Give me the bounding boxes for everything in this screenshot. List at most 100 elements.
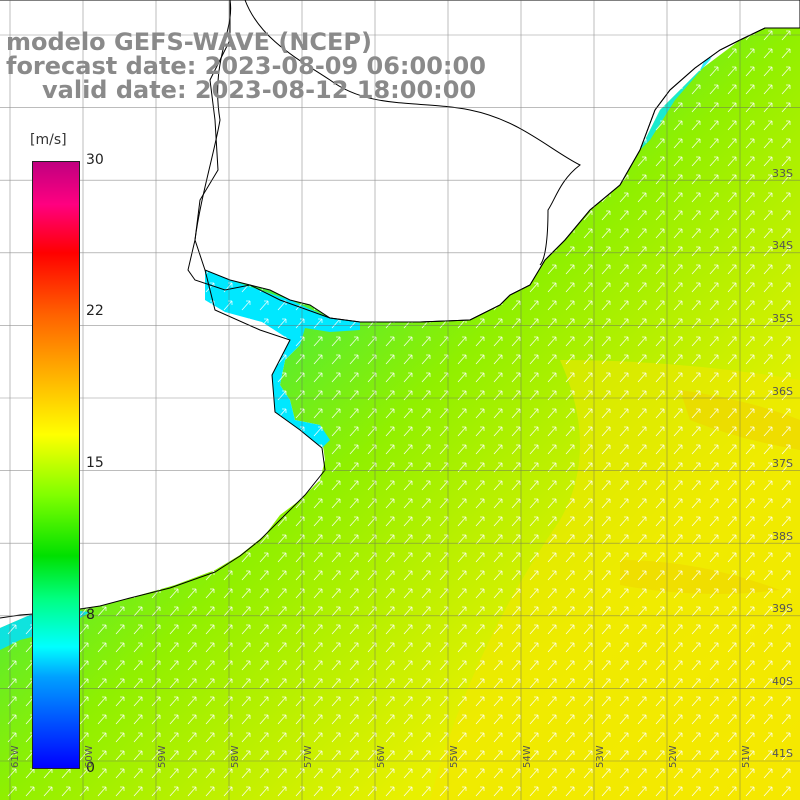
wind-arrow <box>349 570 359 581</box>
wind-arrow <box>673 786 683 797</box>
wind-arrow <box>601 408 611 419</box>
wind-arrow <box>709 624 719 635</box>
wind-arrow <box>781 246 791 257</box>
wind-arrow <box>745 48 755 59</box>
wind-arrow <box>43 66 53 77</box>
wind-arrow <box>79 696 89 707</box>
wind-arrow <box>187 156 197 167</box>
wind-arrow <box>529 516 539 527</box>
wind-arrow <box>583 282 593 293</box>
wind-arrow <box>637 732 647 743</box>
wind-arrow <box>277 606 287 617</box>
wind-arrow <box>187 732 197 743</box>
wind-arrow <box>709 120 719 131</box>
wind-arrow <box>709 714 719 725</box>
wind-arrow <box>187 570 197 581</box>
wind-arrow <box>547 264 557 275</box>
wind-arrow <box>421 786 431 797</box>
wind-arrow <box>115 336 125 347</box>
wind-arrow <box>583 228 593 239</box>
wind-arrow <box>511 624 521 635</box>
wind-arrow <box>349 408 359 419</box>
wind-arrow <box>745 750 755 761</box>
wind-arrow <box>709 300 719 311</box>
wind-arrow <box>727 678 737 689</box>
wind-arrow <box>97 714 107 725</box>
wind-arrow <box>259 426 269 437</box>
wind-arrow <box>511 534 521 545</box>
wind-arrow <box>457 786 467 797</box>
wind-arrow <box>763 30 773 41</box>
wind-arrow <box>115 498 125 509</box>
wind-arrow <box>61 66 71 77</box>
wind-arrow <box>493 786 503 797</box>
wind-arrow <box>709 516 719 527</box>
wind-arrow <box>223 354 233 365</box>
wind-arrow <box>349 588 359 599</box>
wind-arrow <box>403 390 413 401</box>
wind-arrow <box>205 480 215 491</box>
wind-arrow <box>187 138 197 149</box>
lat-label-37s: 37S <box>772 457 793 470</box>
wind-arrow <box>115 48 125 59</box>
wind-arrow <box>187 786 197 797</box>
wind-arrow <box>241 300 251 311</box>
wind-arrow <box>403 498 413 509</box>
wind-arrow <box>133 552 143 563</box>
wind-arrow <box>169 120 179 131</box>
wind-arrow <box>457 642 467 653</box>
wind-arrow <box>691 750 701 761</box>
wind-arrow <box>655 336 665 347</box>
wind-arrow <box>781 300 791 311</box>
wind-arrow <box>709 408 719 419</box>
wind-arrow <box>259 678 269 689</box>
wind-arrow <box>745 282 755 293</box>
wind-arrow <box>367 624 377 635</box>
wind-arrow <box>313 624 323 635</box>
wind-arrow <box>691 264 701 275</box>
wind-arrow <box>619 408 629 419</box>
wind-arrow <box>97 642 107 653</box>
wind-arrow <box>691 516 701 527</box>
wind-arrow <box>97 786 107 797</box>
wind-arrow <box>133 48 143 59</box>
wind-arrow <box>673 300 683 311</box>
wind-arrow <box>25 66 35 77</box>
wind-arrow <box>277 786 287 797</box>
wind-arrow <box>79 138 89 149</box>
wind-arrow <box>709 192 719 203</box>
wind-arrow <box>691 606 701 617</box>
wind-arrow <box>727 534 737 545</box>
wind-arrow <box>619 606 629 617</box>
wind-arrow <box>583 570 593 581</box>
wind-arrow <box>457 750 467 761</box>
wind-arrow <box>385 480 395 491</box>
wind-arrow <box>79 588 89 599</box>
wind-arrow <box>79 84 89 95</box>
wind-arrow <box>673 444 683 455</box>
wind-arrow <box>115 786 125 797</box>
wind-arrow <box>691 120 701 131</box>
wind-arrow <box>97 264 107 275</box>
wind-arrow <box>115 624 125 635</box>
wind-arrow <box>97 156 107 167</box>
wind-arrow <box>133 210 143 221</box>
wind-arrow <box>313 498 323 509</box>
wind-arrow <box>421 696 431 707</box>
wind-arrow <box>421 678 431 689</box>
wind-arrow <box>601 300 611 311</box>
wind-arrow <box>205 696 215 707</box>
wind-arrow <box>493 552 503 563</box>
wind-arrow <box>673 606 683 617</box>
wind-arrow <box>79 426 89 437</box>
wind-arrow <box>7 570 17 581</box>
wind-arrow <box>709 354 719 365</box>
wind-arrow <box>709 678 719 689</box>
wind-arrow <box>133 282 143 293</box>
wind-arrow <box>493 354 503 365</box>
wind-arrow <box>727 300 737 311</box>
wind-arrow <box>763 624 773 635</box>
wind-arrow <box>691 192 701 203</box>
wind-arrow <box>97 408 107 419</box>
wind-arrow <box>367 552 377 563</box>
